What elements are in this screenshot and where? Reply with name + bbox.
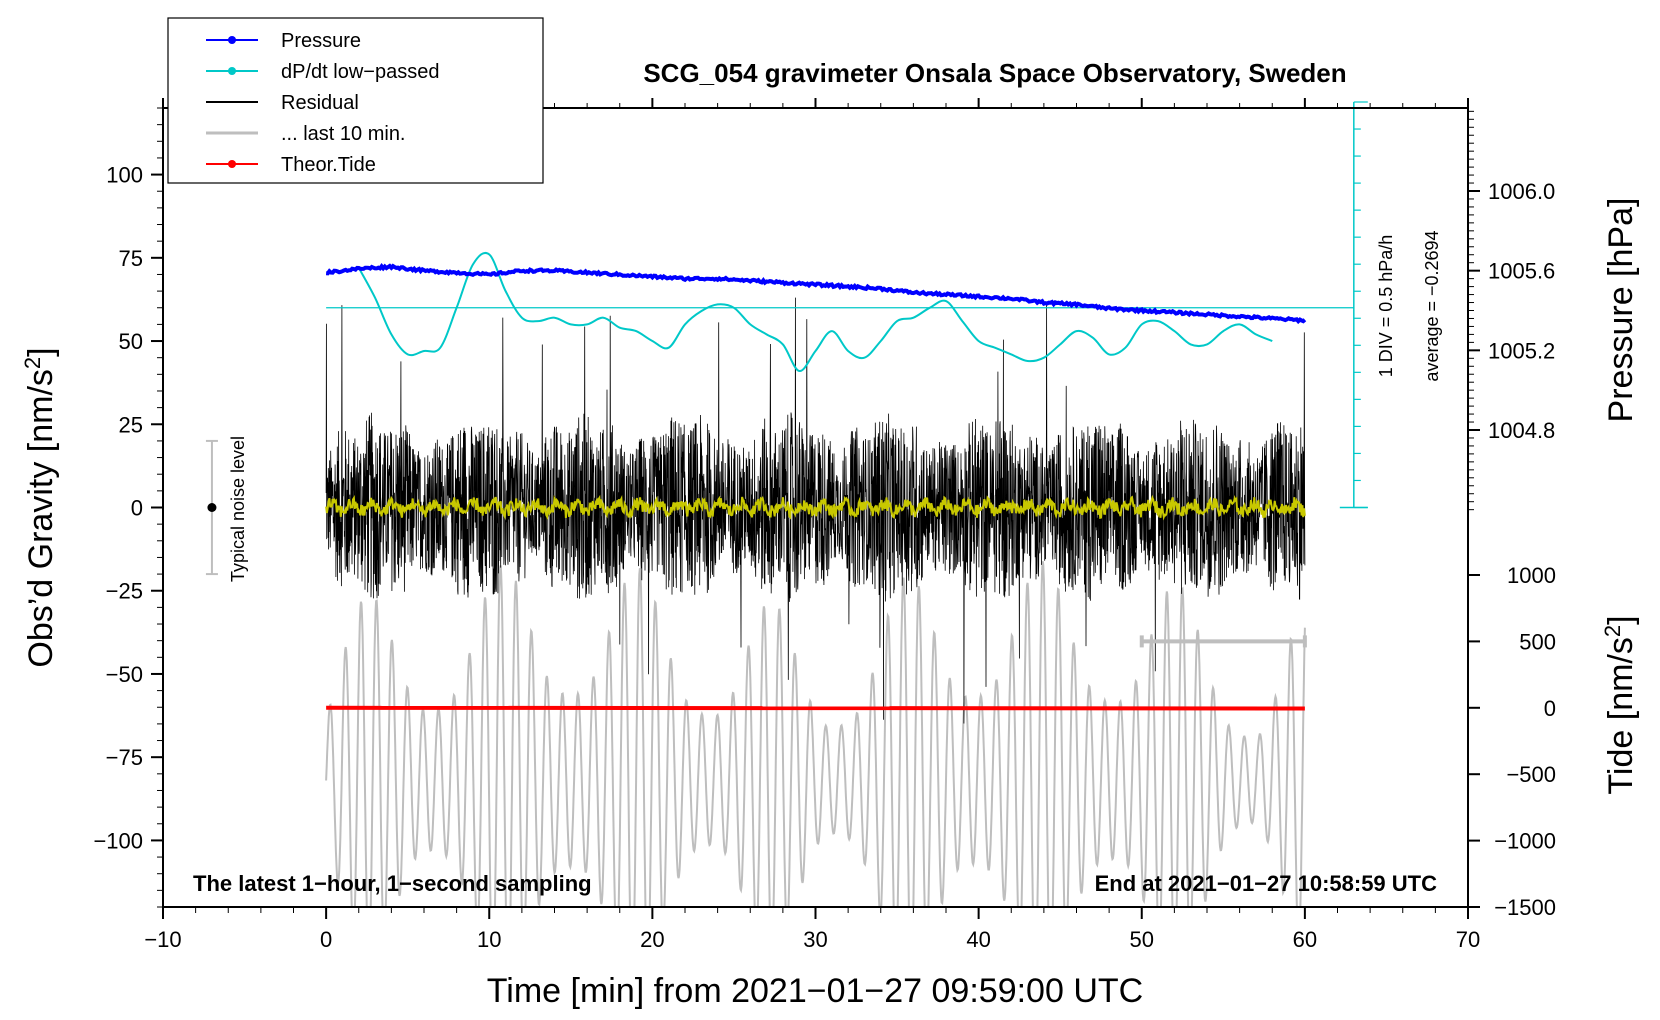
x-tick-label: 70: [1456, 927, 1480, 952]
dpdt-average-label: average = −0.2694: [1422, 230, 1442, 381]
y-left-tick-label: 75: [119, 246, 143, 271]
legend-box: [167, 17, 544, 184]
series-dpdt: [357, 251, 1273, 372]
dpdt-div-label: 1 DIV = 0.5 hPa/h: [1376, 235, 1396, 378]
series-gray-trace: [325, 561, 1306, 907]
x-tick-label: 0: [320, 927, 332, 952]
x-tick-label: 20: [640, 927, 664, 952]
y-left-tick-label: −25: [106, 579, 143, 604]
legend-marker: [228, 67, 236, 75]
y-left-axis-title-end: ]: [22, 347, 60, 356]
y-tide-tick-label: 0: [1544, 696, 1556, 721]
y-left-tick-label: 25: [119, 412, 143, 437]
y-tide-axis-title-sup: 2: [1600, 625, 1625, 637]
y-tide-axis-title: Tide [nm/s2]: [1600, 615, 1640, 794]
y-pressure-axis-title: Pressure [hPa]: [1602, 198, 1640, 423]
x-tick-label: 40: [966, 927, 990, 952]
y-left-tick-label: 50: [119, 329, 143, 354]
y-pressure-tick-label: 1005.6: [1488, 259, 1555, 284]
annotation-bottom-left: The latest 1−hour, 1−second sampling: [193, 871, 592, 896]
annotation-bottom-right: End at 2021−01−27 10:58:59 UTC: [1095, 871, 1438, 896]
y-tide-axis-title-end: ]: [1602, 615, 1640, 624]
legend-label: Residual: [281, 92, 359, 114]
legend-marker: [228, 160, 236, 168]
x-tick-label: 60: [1293, 927, 1317, 952]
legend-marker: [228, 36, 236, 44]
y-tide-tick-label: 500: [1519, 629, 1556, 654]
x-tick-label: 50: [1130, 927, 1154, 952]
legend-label: Pressure: [281, 30, 361, 52]
legend-label: Theor.Tide: [281, 154, 376, 176]
x-tick-label: 30: [803, 927, 827, 952]
y-pressure-tick-label: 1006.0: [1488, 179, 1555, 204]
noise-bar-center: [207, 503, 217, 512]
y-pressure-tick-label: 1004.8: [1488, 418, 1555, 443]
noise-label: Typical noise level: [228, 436, 248, 582]
series-smoothed-residual: [325, 494, 1306, 521]
y-left-tick-label: 100: [106, 163, 143, 188]
y-tide-tick-label: −1000: [1494, 829, 1556, 854]
y-left-tick-label: −100: [93, 828, 143, 853]
x-axis-title: Time [min] from 2021−01−27 09:59:00 UTC: [487, 972, 1143, 1010]
y-left-axis-title-main: Obs’d Gravity [nm/s: [22, 369, 60, 668]
series-theor-tide: [326, 705, 1305, 711]
chart-title: SCG_054 gravimeter Onsala Space Observat…: [643, 58, 1346, 88]
legend-label: ... last 10 min.: [281, 123, 406, 145]
y-pressure-tick-label: 1005.2: [1488, 338, 1555, 363]
x-tick-label: −10: [144, 927, 181, 952]
y-tide-tick-label: −500: [1506, 762, 1556, 787]
y-left-tick-label: 0: [131, 496, 143, 521]
x-tick-label: 10: [477, 927, 501, 952]
y-tide-tick-label: −1500: [1494, 895, 1556, 920]
y-left-tick-label: −75: [106, 745, 143, 770]
series-pressure: [325, 263, 1307, 325]
y-left-tick-label: −50: [106, 662, 143, 687]
legend-label: dP/dt low−passed: [281, 61, 439, 83]
y-tide-axis-title-main: Tide [nm/s: [1602, 637, 1640, 794]
y-tide-tick-label: 1000: [1507, 563, 1556, 588]
y-left-axis-title: Obs’d Gravity [nm/s2]: [20, 347, 60, 667]
y-left-axis-title-sup: 2: [20, 357, 45, 369]
